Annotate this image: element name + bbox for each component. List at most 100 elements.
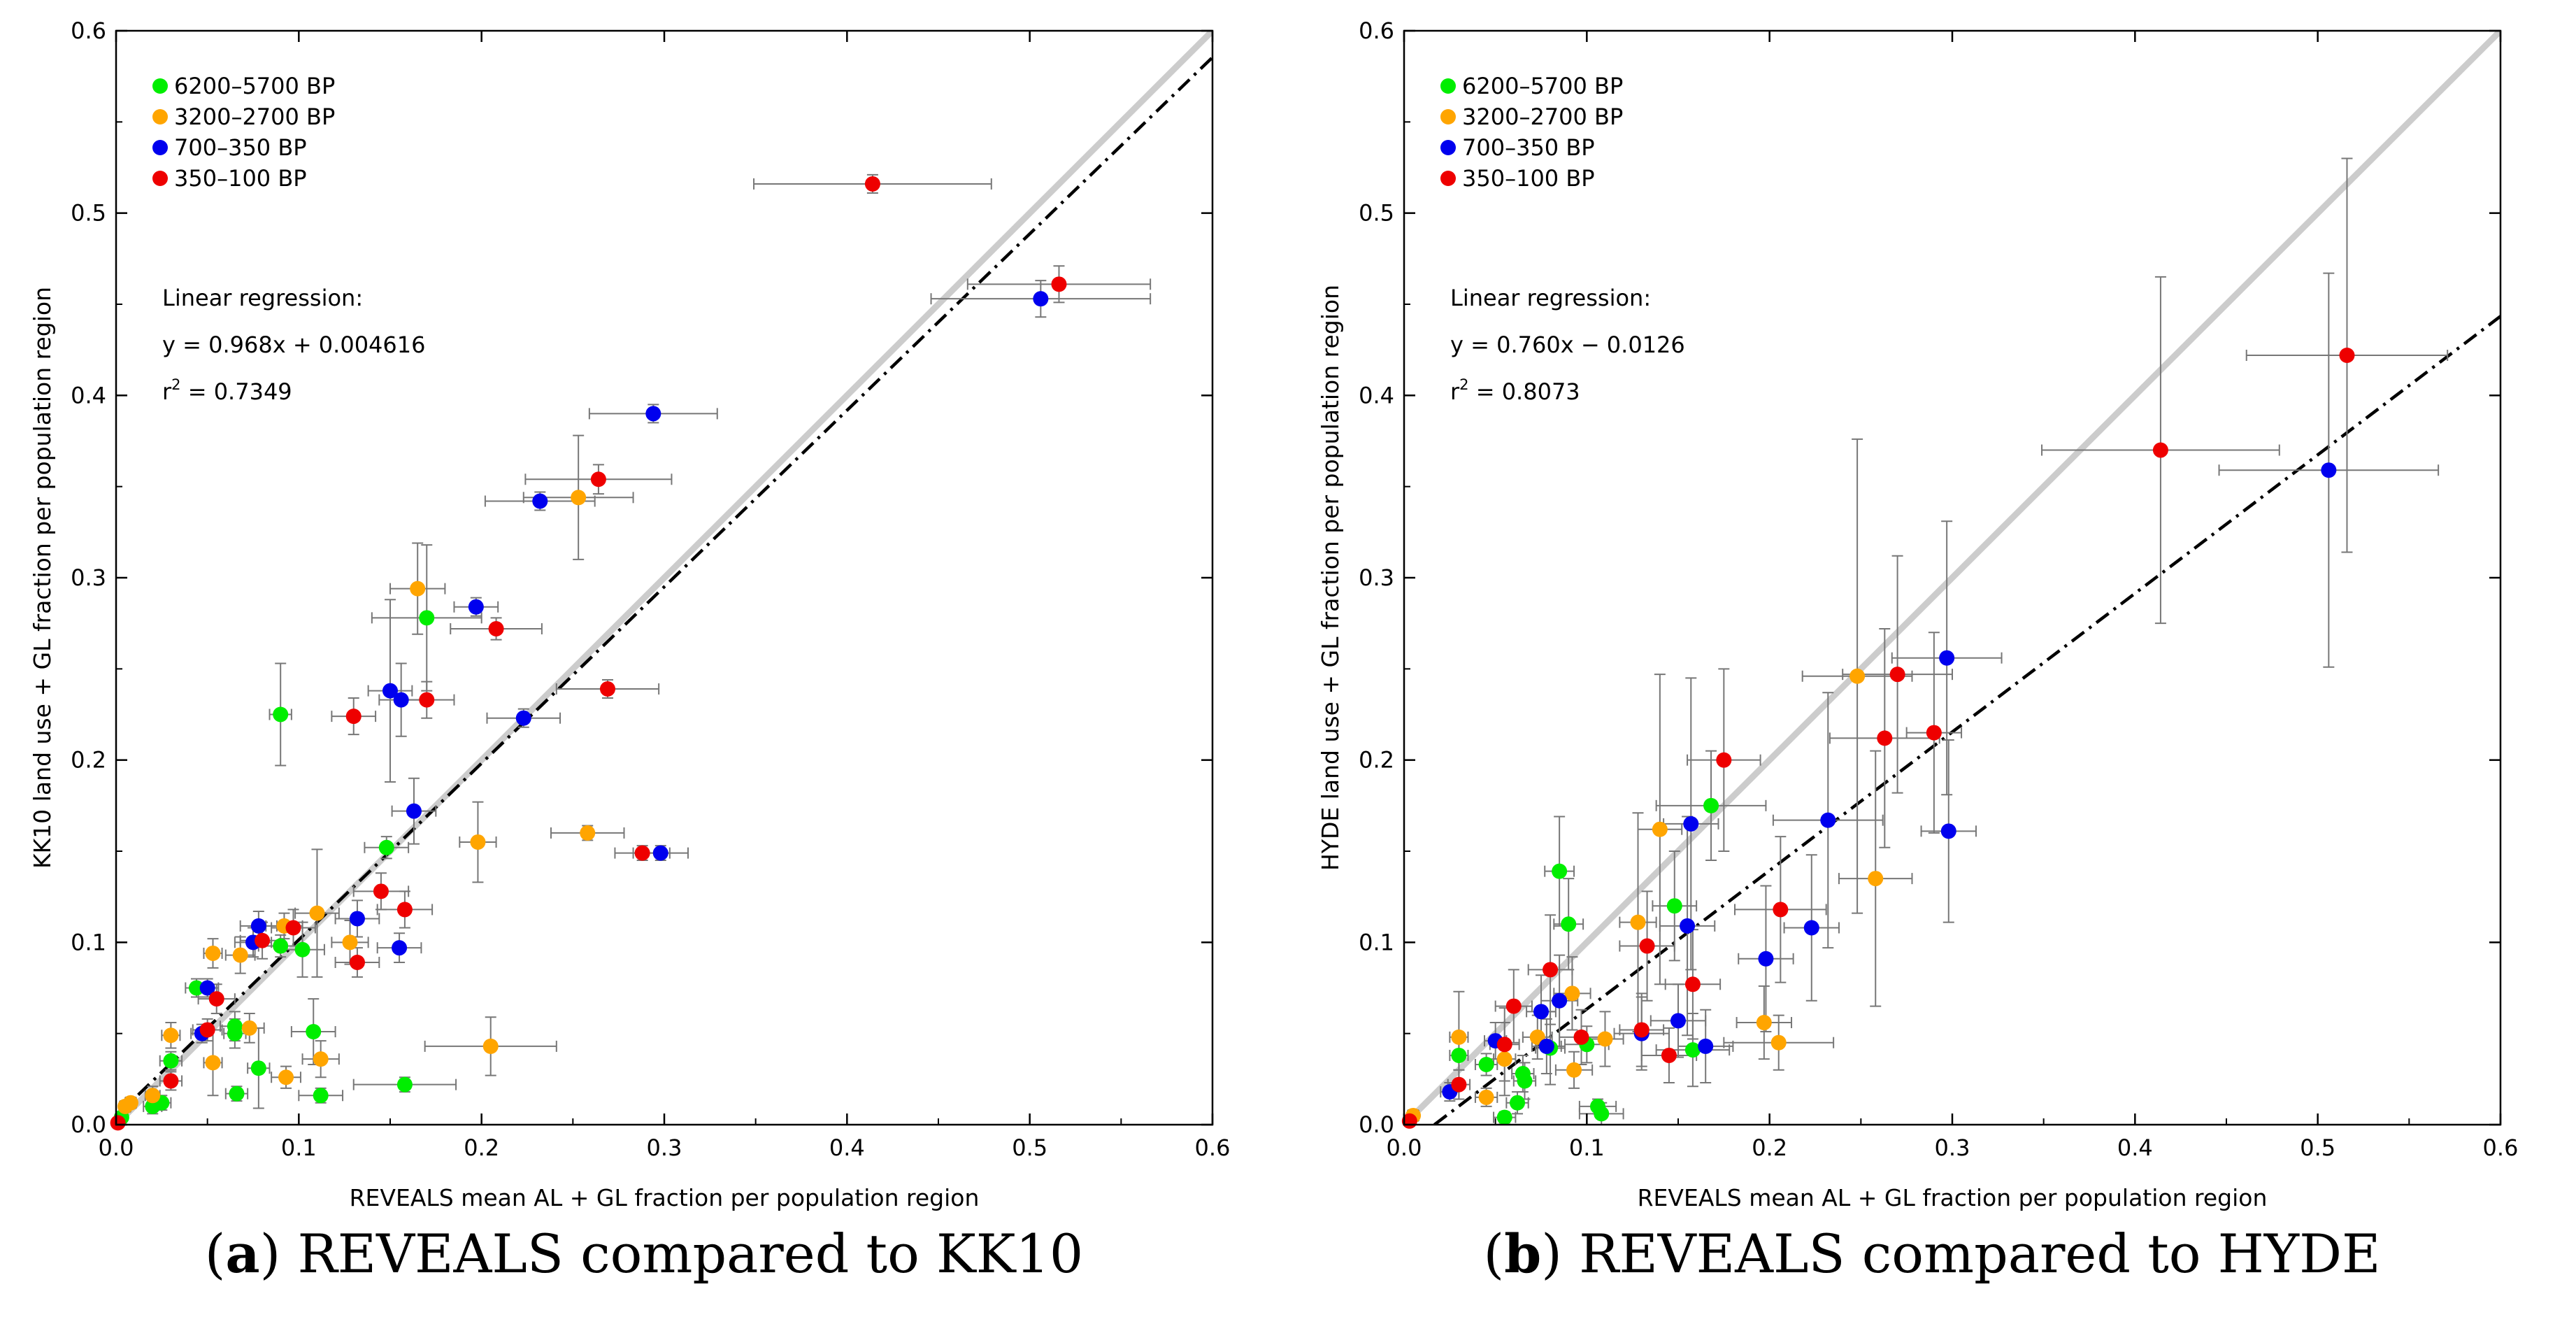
data-point-series0 — [227, 1025, 243, 1041]
caption-b-letter: b — [1504, 1223, 1542, 1285]
data-point-series3 — [345, 709, 362, 725]
data-point-series2 — [1033, 291, 1049, 307]
data-point-series0 — [273, 938, 289, 954]
data-point-series0 — [1451, 1047, 1467, 1063]
y-tick-label: 0.2 — [1359, 747, 1394, 774]
chart-a: 0.0 0.1 0.2 0.3 0.4 0.5 0.6 0.0 0.1 0.2 0.3 0.4 0.5 0… — [29, 17, 1231, 1211]
caption-b: (b) REVEALS compared to HYDE — [1483, 1223, 2381, 1285]
x-tick-label: 0.6 — [1195, 1134, 1231, 1161]
data-point-series0 — [1510, 1095, 1526, 1111]
x-tick-label: 0.5 — [2300, 1134, 2335, 1161]
data-point-series3 — [396, 902, 413, 918]
y-axis-label: HYDE land use + GL fraction per populati… — [1317, 285, 1344, 871]
data-point-series2 — [1820, 812, 1836, 828]
data-point-series2 — [1552, 992, 1568, 1009]
x-tick-label: 0.4 — [829, 1134, 865, 1161]
data-point-series2 — [382, 683, 398, 699]
data-point-series0 — [188, 980, 204, 996]
regression-r2: r2 = 0.8073 — [1450, 376, 1580, 405]
data-point-series3 — [1051, 276, 1067, 292]
y-tick-label: 0.3 — [1359, 564, 1394, 591]
data-point-series0 — [313, 1088, 329, 1104]
x-tick-label: 0.0 — [99, 1134, 134, 1161]
y-tick-label: 0.6 — [1359, 17, 1394, 44]
x-tick-label: 0.2 — [464, 1134, 499, 1161]
data-point-series3 — [1496, 1037, 1512, 1053]
panel-b: 0.0 0.1 0.2 0.3 0.4 0.5 0.6 0.0 0.1 0.2 0.3 0.4 0.5 0… — [1288, 0, 2576, 1338]
data-point-series1 — [1496, 1051, 1512, 1067]
data-point-series3 — [2152, 442, 2168, 458]
data-point-series1 — [1756, 1015, 1772, 1031]
data-point-series2 — [393, 692, 409, 708]
legend-label: 350–100 BP — [1462, 165, 1595, 192]
data-point-series2 — [1803, 920, 1819, 936]
legend-marker — [1440, 171, 1456, 186]
x-tick-label: 0.0 — [1387, 1134, 1422, 1161]
data-point-series3 — [634, 845, 650, 861]
y-tick-label: 0.1 — [71, 929, 106, 955]
data-point-series3 — [285, 920, 301, 936]
regression-equation: y = 0.968x + 0.004616 — [162, 332, 425, 358]
legend-label: 6200–5700 BP — [1462, 73, 1623, 99]
data-point-series1 — [410, 581, 426, 597]
data-point-series1 — [241, 1020, 257, 1036]
data-point-series1 — [470, 834, 486, 850]
r2-value: = 0.8073 — [1469, 378, 1580, 405]
y-tick-label: 0.4 — [1359, 382, 1394, 408]
data-point-series2 — [1670, 1013, 1686, 1029]
x-axis-label: REVEALS mean AL + GL fraction per popula… — [1638, 1184, 2268, 1211]
data-point-series3 — [1877, 730, 1893, 746]
panel-a: 0.0 0.1 0.2 0.3 0.4 0.5 0.6 0.0 0.1 0.2 0.3 0.4 0.5 0… — [29, 17, 1231, 1285]
caption-b-text: REVEALS compared to HYDE — [1561, 1223, 2381, 1285]
data-point-series1 — [122, 1095, 138, 1111]
r2-value: = 0.7349 — [181, 378, 292, 405]
data-point-series2 — [1698, 1038, 1714, 1054]
data-point-series1 — [163, 1027, 179, 1044]
data-point-series2 — [392, 940, 408, 956]
regression-r2: r2 = 0.7349 — [162, 376, 292, 405]
x-tick-label: 0.4 — [2117, 1134, 2153, 1161]
data-point-series2 — [1683, 816, 1699, 832]
data-point-series3 — [1633, 1022, 1650, 1038]
data-point-series3 — [373, 883, 389, 899]
data-point-series3 — [255, 932, 271, 948]
reference-line — [1404, 31, 2500, 1125]
data-point-series1 — [342, 934, 358, 951]
data-point-series3 — [1639, 938, 1655, 954]
data-point-series3 — [419, 692, 435, 708]
y-tick-label: 0.2 — [71, 747, 106, 774]
data-point-series0 — [419, 610, 435, 626]
data-point-series2 — [1533, 1004, 1549, 1020]
data-point-series0 — [229, 1086, 245, 1102]
legend-marker — [1440, 109, 1456, 124]
regression-line — [116, 56, 1212, 1118]
data-point-series1 — [1652, 821, 1668, 837]
legend-marker — [152, 140, 168, 155]
data-point-series3 — [1505, 998, 1522, 1014]
data-point-series0 — [273, 706, 289, 723]
y-tick-label: 0.6 — [71, 17, 106, 44]
data-point-series1 — [1770, 1034, 1787, 1051]
legend-marker — [1440, 78, 1456, 94]
data-point-series1 — [580, 825, 596, 841]
x-tick-label: 0.6 — [2483, 1134, 2519, 1161]
x-tick-label: 0.2 — [1752, 1134, 1787, 1161]
data-point-series1 — [1478, 1089, 1494, 1105]
data-point-series2 — [468, 599, 484, 615]
data-point-series3 — [864, 176, 880, 192]
data-point-series2 — [2321, 462, 2337, 478]
caption-a-text: REVEALS compared to KK10 — [280, 1223, 1084, 1285]
data-point-series3 — [1573, 1029, 1589, 1045]
data-point-series1 — [1849, 668, 1866, 684]
regression-title: Linear regression: — [162, 285, 363, 311]
legend-marker — [152, 109, 168, 124]
y-axis-label: KK10 land use + GL fraction per populati… — [29, 287, 56, 869]
data-point-series3 — [1451, 1076, 1467, 1093]
data-point-series1 — [1868, 871, 1884, 887]
y-tick-label: 0.1 — [1359, 929, 1394, 955]
data-point-series2 — [1940, 823, 1956, 839]
legend-label: 350–100 BP — [174, 165, 307, 192]
x-tick-label: 0.3 — [1935, 1134, 1970, 1161]
data-point-series3 — [1684, 976, 1701, 992]
data-point-series1 — [278, 1069, 294, 1086]
